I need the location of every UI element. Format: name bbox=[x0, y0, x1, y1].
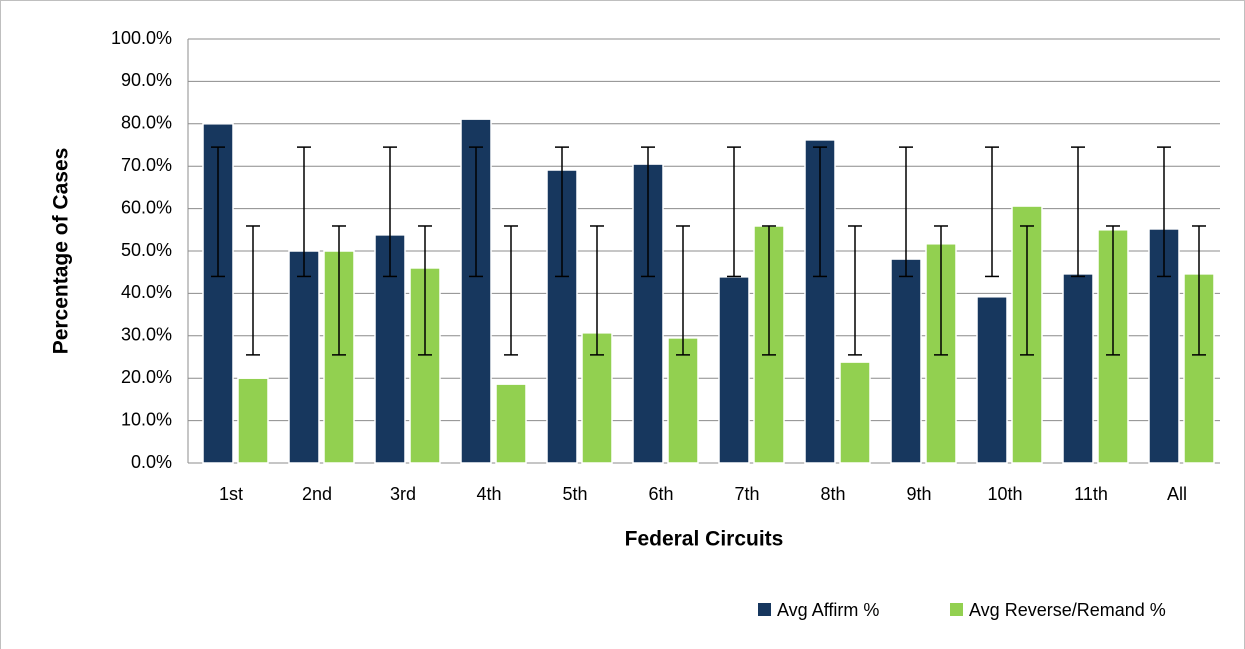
x-tick-label: 3rd bbox=[390, 484, 416, 504]
bar bbox=[288, 250, 320, 464]
y-tick-label: 100.0% bbox=[111, 28, 172, 48]
x-tick-label: 5th bbox=[562, 484, 587, 504]
bar bbox=[718, 276, 750, 464]
bar bbox=[1062, 273, 1094, 464]
x-tick-label: 2nd bbox=[302, 484, 332, 504]
legend-label: Avg Affirm % bbox=[777, 600, 879, 620]
x-tick-label: 1st bbox=[219, 484, 243, 504]
bar bbox=[839, 361, 871, 464]
y-tick-label: 40.0% bbox=[121, 282, 172, 302]
x-tick-label: 6th bbox=[648, 484, 673, 504]
bar bbox=[890, 258, 922, 464]
y-tick-label: 80.0% bbox=[121, 113, 172, 133]
y-tick-label: 90.0% bbox=[121, 70, 172, 90]
x-tick-label: 10th bbox=[987, 484, 1022, 504]
y-tick-label: 0.0% bbox=[131, 452, 172, 472]
legend-swatch bbox=[950, 603, 963, 616]
x-tick-label: 9th bbox=[906, 484, 931, 504]
y-tick-label: 20.0% bbox=[121, 367, 172, 387]
bar bbox=[976, 296, 1008, 464]
x-tick-label: 8th bbox=[820, 484, 845, 504]
y-tick-label: 70.0% bbox=[121, 155, 172, 175]
legend-swatch bbox=[758, 603, 771, 616]
y-axis-title: Percentage of Cases bbox=[50, 148, 73, 355]
x-tick-label: 11th bbox=[1074, 484, 1108, 504]
y-tick-label: 60.0% bbox=[121, 197, 172, 217]
bar bbox=[667, 337, 699, 464]
legend-label: Avg Reverse/Remand % bbox=[969, 600, 1166, 620]
x-tick-label: 7th bbox=[734, 484, 759, 504]
x-tick-label: All bbox=[1167, 484, 1187, 504]
bar bbox=[495, 383, 527, 464]
y-tick-label: 30.0% bbox=[121, 325, 172, 345]
x-tick-label: 4th bbox=[476, 484, 501, 504]
y-tick-label: 10.0% bbox=[121, 409, 172, 429]
y-tick-label: 50.0% bbox=[121, 240, 172, 260]
x-axis-title: Federal Circuits bbox=[625, 528, 784, 551]
bar bbox=[237, 377, 269, 464]
